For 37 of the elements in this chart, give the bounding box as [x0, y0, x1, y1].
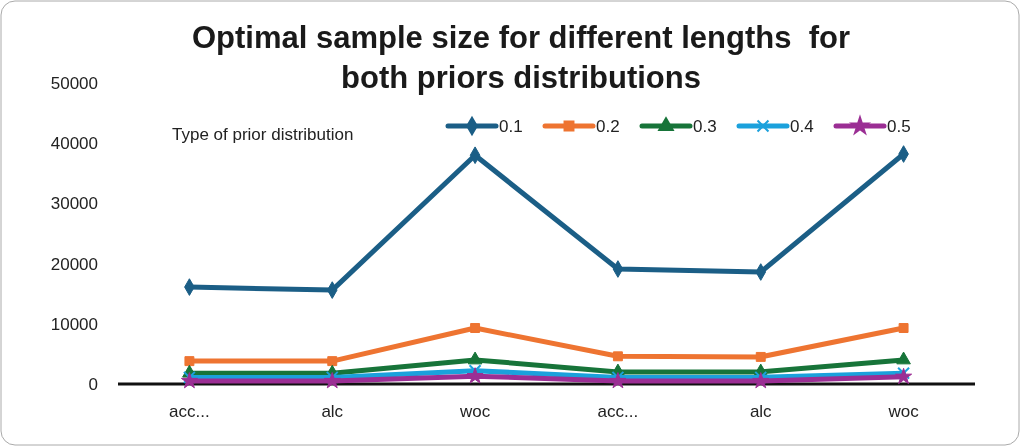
point — [180, 372, 198, 389]
point — [325, 370, 339, 384]
point — [612, 351, 623, 362]
point — [755, 351, 766, 362]
point — [752, 372, 770, 389]
point — [609, 372, 627, 389]
y-tick-label: 0 — [88, 374, 98, 394]
point — [182, 370, 196, 384]
x-tick-label: acc... — [169, 402, 210, 421]
y-tick-label: 10000 — [50, 314, 98, 334]
x-tick-label: woc — [458, 402, 491, 421]
legend-label: 0.1 — [499, 116, 523, 136]
point — [184, 356, 195, 367]
point — [466, 367, 484, 384]
point — [323, 372, 341, 389]
y-tick-label: 20000 — [50, 254, 98, 274]
x-tick-label: alc — [749, 402, 773, 421]
point — [327, 356, 338, 367]
point — [470, 323, 481, 333]
point — [897, 366, 911, 380]
x-tick-label: woc — [887, 402, 920, 421]
point — [896, 351, 911, 365]
legend-label: 0.5 — [887, 116, 911, 136]
legend-label: 0.3 — [693, 116, 717, 136]
x-tick-label: alc — [321, 402, 344, 421]
point — [895, 367, 913, 385]
y-tick-label: 40000 — [50, 134, 98, 154]
point — [754, 370, 768, 384]
x-tick-label: acc... — [597, 402, 639, 421]
chart-title: Optimal sample size for different lengths for both priors distributions — [192, 20, 850, 95]
legend-label: 0.2 — [596, 116, 620, 136]
point — [467, 351, 483, 365]
legend-label: 0.4 — [790, 116, 814, 136]
legend-title: Type of prior distribution — [172, 125, 354, 144]
y-tick-label: 30000 — [50, 194, 98, 214]
point — [898, 323, 909, 333]
y-tick-label: 50000 — [50, 73, 98, 93]
